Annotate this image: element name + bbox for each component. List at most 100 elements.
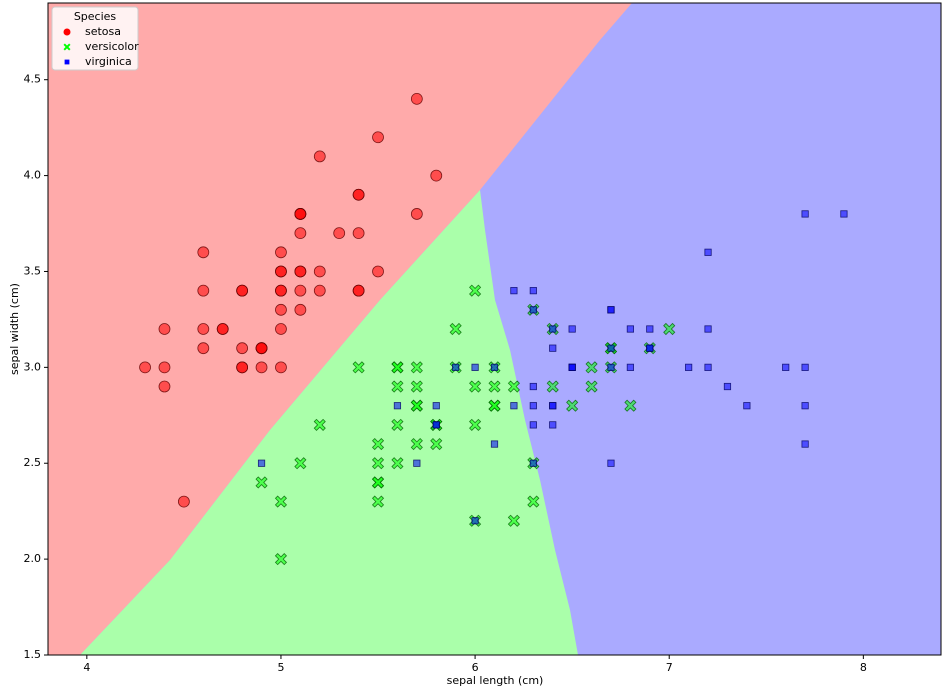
point-circle [236, 361, 249, 374]
point-x [410, 399, 423, 412]
points [139, 92, 848, 566]
x-tick-label: 7 [666, 661, 673, 674]
point-circle [275, 246, 287, 259]
point-x [255, 476, 268, 489]
point-x [274, 553, 288, 566]
point-square [801, 440, 809, 448]
point-square [432, 421, 440, 429]
point-x [313, 418, 326, 431]
point-circle [216, 323, 229, 335]
point-x [663, 322, 676, 336]
point-square [529, 306, 537, 314]
point-square [704, 363, 712, 371]
point-x [527, 495, 540, 508]
point-square [549, 421, 557, 429]
point-circle [372, 131, 384, 144]
point-circle [275, 303, 287, 316]
decision-regions [48, 3, 941, 655]
point-square [801, 363, 809, 371]
point-x [585, 380, 598, 393]
point-circle [352, 188, 365, 201]
y-tick-label: 2.5 [24, 456, 42, 469]
point-circle [158, 323, 171, 335]
point-circle [294, 208, 307, 220]
point-circle [255, 361, 268, 374]
point-x [410, 380, 423, 393]
point-x [449, 322, 462, 336]
point-x [391, 418, 404, 431]
point-x [469, 284, 482, 297]
y-tick-label: 4.0 [24, 169, 42, 182]
point-square [646, 344, 654, 352]
point-circle [236, 342, 249, 355]
point-circle [158, 380, 171, 393]
point-circle [197, 342, 210, 355]
point-circle [255, 342, 268, 355]
point-square [510, 287, 518, 295]
point-circle [294, 227, 307, 240]
point-x [391, 361, 404, 374]
point-circle [275, 284, 287, 297]
point-square [607, 363, 615, 371]
point-circle [352, 284, 365, 297]
x-tick-label: 8 [860, 661, 867, 674]
point-x [507, 380, 520, 393]
point-square [568, 325, 576, 333]
point-x [430, 437, 443, 451]
point-circle [372, 265, 384, 278]
point-x [469, 418, 482, 431]
y-tick-label: 2.0 [24, 552, 42, 565]
point-circle [197, 246, 210, 259]
point-square [607, 306, 615, 314]
point-x [371, 476, 385, 489]
point-square [549, 325, 557, 333]
point-circle [177, 495, 190, 508]
legend-box [51, 6, 139, 71]
point-circle [275, 361, 287, 374]
y-tick-label: 1.5 [24, 648, 42, 661]
legend-title: Species [74, 10, 117, 23]
point-circle [139, 361, 151, 374]
point-x [410, 361, 423, 374]
point-circle [313, 150, 326, 163]
point-circle [313, 265, 326, 278]
point-x [488, 399, 501, 412]
point-circle [294, 265, 307, 278]
point-square [840, 210, 848, 218]
point-x [488, 380, 501, 393]
legend-label: versicolor [85, 40, 139, 53]
point-square [723, 382, 732, 391]
point-x [507, 514, 520, 527]
axes-frame [47, 2, 942, 656]
region-versicolor [80, 190, 578, 655]
y-tick-label: 3.5 [24, 264, 42, 277]
point-square [646, 325, 654, 333]
point-x [371, 457, 385, 470]
point-x [624, 399, 637, 412]
legend-label: setosa [85, 25, 121, 38]
legend-marker [63, 28, 71, 36]
point-x [391, 457, 404, 470]
point-x [294, 457, 307, 470]
point-square [510, 402, 518, 410]
point-square [393, 402, 402, 410]
point-x [371, 495, 385, 508]
point-circle [410, 208, 423, 220]
point-square [529, 459, 537, 467]
y-tick-label: 4.5 [24, 73, 42, 86]
point-x [566, 399, 579, 412]
point-square [743, 402, 751, 410]
point-x [410, 437, 423, 451]
point-circle [275, 265, 287, 278]
point-x [274, 495, 288, 508]
point-square [549, 402, 557, 410]
point-circle [236, 284, 249, 297]
point-square [801, 402, 809, 410]
x-tick-label: 6 [472, 661, 479, 674]
point-square [704, 248, 712, 256]
point-square [471, 363, 479, 371]
point-square [257, 459, 266, 467]
point-x [585, 361, 598, 374]
